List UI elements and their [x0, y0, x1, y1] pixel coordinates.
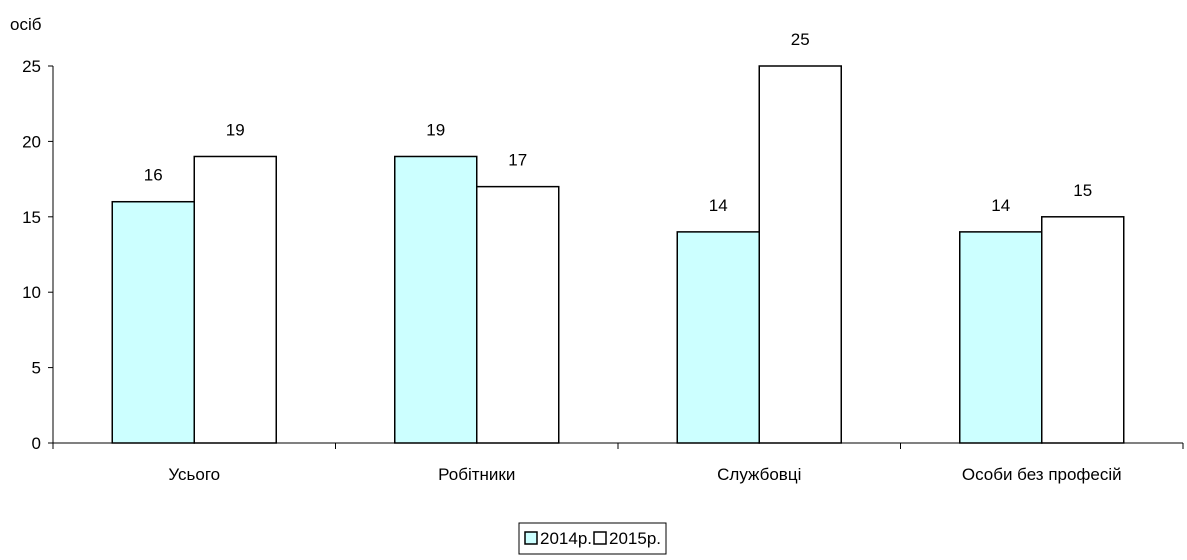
data-label: 19 — [426, 120, 445, 139]
y-tick-label: 5 — [32, 359, 41, 378]
data-label: 15 — [1073, 181, 1092, 200]
data-label: 25 — [791, 30, 810, 49]
bar — [1041, 216, 1125, 444]
legend-label: 2015р. — [609, 529, 661, 548]
bar — [676, 231, 760, 444]
x-tick-label: Службовці — [717, 465, 801, 484]
data-label: 17 — [508, 151, 527, 170]
y-axis: 0 5 10 15 20 25 — [22, 57, 54, 453]
legend-box — [518, 522, 667, 555]
x-tick-label: Особи без професій — [962, 465, 1122, 484]
bar — [476, 185, 560, 444]
data-label: 19 — [226, 120, 245, 139]
legend: 2014р. 2015р. — [518, 522, 667, 555]
y-axis-label: осіб — [10, 15, 42, 34]
legend-swatch — [524, 531, 538, 545]
bar — [758, 65, 842, 444]
bar — [959, 231, 1043, 444]
data-label: 14 — [991, 196, 1010, 215]
value-labels: 16 19 14 14 19 17 25 15 — [144, 30, 1092, 215]
x-axis: Усього Робітники Службовці Особи без профес… — [52, 442, 1184, 484]
y-tick-label: 15 — [22, 208, 41, 227]
y-tick-label: 10 — [22, 283, 41, 302]
x-tick-label: Усього — [168, 465, 220, 484]
bar — [111, 200, 195, 444]
data-label: 14 — [709, 196, 728, 215]
legend-swatch — [593, 531, 607, 545]
bars — [111, 65, 1125, 444]
x-tick-label: Робітники — [438, 465, 515, 484]
bar — [394, 155, 478, 444]
data-label: 16 — [144, 166, 163, 185]
legend-label: 2014р. — [540, 529, 592, 548]
y-tick-label: 0 — [32, 434, 41, 453]
y-tick-label: 20 — [22, 132, 41, 151]
y-tick-label: 25 — [22, 57, 41, 76]
bar — [193, 155, 277, 444]
